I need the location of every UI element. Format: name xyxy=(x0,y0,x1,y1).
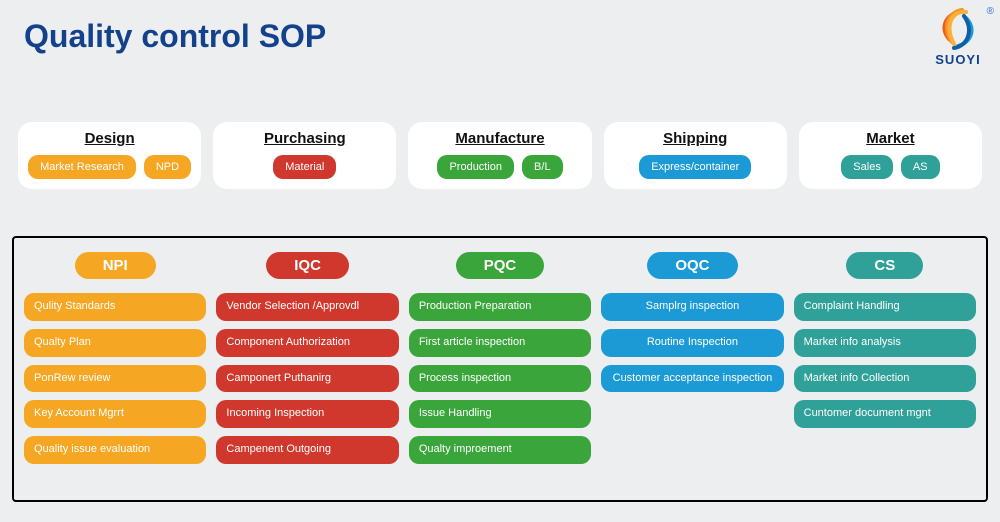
qc-item: Key Account Mgrrt xyxy=(24,400,206,428)
qc-item: Quality issue evaluation xyxy=(24,436,206,464)
stage-pill: Market Research xyxy=(28,155,136,179)
stage-pill-row: Sales AS xyxy=(841,155,939,179)
stage-pill-row: Production B/L xyxy=(437,155,562,179)
qc-item: Process inspection xyxy=(409,365,591,393)
qc-item: Samplrg inspection xyxy=(601,293,783,321)
qc-item: Qualty Plan xyxy=(24,329,206,357)
qc-item: Qualty improement xyxy=(409,436,591,464)
qc-item: Complaint Handling xyxy=(794,293,976,321)
stage-title: Shipping xyxy=(663,130,727,147)
stage-pill: Sales xyxy=(841,155,893,179)
stage-pill-row: Material xyxy=(273,155,336,179)
stage-pill: Express/container xyxy=(639,155,751,179)
stage-row: Design Market Research NPD Purchasing Materi… xyxy=(18,122,982,189)
qc-item: First article inspection xyxy=(409,329,591,357)
qc-item: Market info Collection xyxy=(794,365,976,393)
stage-card: Purchasing Material xyxy=(213,122,396,189)
stage-pill: NPD xyxy=(144,155,191,179)
logo-swirl-icon: ® xyxy=(934,8,982,50)
stage-pill-row: Market Research NPD xyxy=(28,155,191,179)
qc-item: Vendor Selection /Approvdl xyxy=(216,293,398,321)
stage-pill: AS xyxy=(901,155,940,179)
stage-card: Manufacture Production B/L xyxy=(408,122,591,189)
qc-item: Issue Handling xyxy=(409,400,591,428)
qc-column: PQC Production Preparation First article i… xyxy=(409,252,591,490)
brand-logo: ® SUOYI xyxy=(934,8,982,67)
stage-title: Market xyxy=(866,130,914,147)
qc-column-head: IQC xyxy=(266,252,349,279)
qc-item: Customer acceptance inspection xyxy=(601,365,783,393)
qc-item: Camponert Puthanirg xyxy=(216,365,398,393)
qc-item: Component Authorization xyxy=(216,329,398,357)
qc-column-head: OQC xyxy=(647,252,737,279)
qc-column-head: PQC xyxy=(456,252,545,279)
stage-card: Design Market Research NPD xyxy=(18,122,201,189)
qc-column: IQC Vendor Selection /Approvdl Component A… xyxy=(216,252,398,490)
stage-pill-row: Express/container xyxy=(639,155,751,179)
qc-item: Market info analysis xyxy=(794,329,976,357)
qc-column: CS Complaint Handling Market info analysis… xyxy=(794,252,976,490)
stage-title: Manufacture xyxy=(455,130,544,147)
stage-pill: Material xyxy=(273,155,336,179)
stage-pill: Production xyxy=(437,155,514,179)
qc-item: Production Preparation xyxy=(409,293,591,321)
stage-title: Purchasing xyxy=(264,130,346,147)
qc-item: Cuntomer document mgnt xyxy=(794,400,976,428)
qc-item: Campenent Outgoing xyxy=(216,436,398,464)
logo-text: SUOYI xyxy=(934,52,982,67)
qc-column: OQC Samplrg inspection Routine Inspection C… xyxy=(601,252,783,490)
page-title: Quality control SOP xyxy=(24,18,326,55)
qc-column: NPI Qulity Standards Qualty Plan PonRew rev… xyxy=(24,252,206,490)
qc-item: Qulity Standards xyxy=(24,293,206,321)
qc-item: Incoming Inspection xyxy=(216,400,398,428)
qc-item: Routine Inspection xyxy=(601,329,783,357)
qc-column-head: CS xyxy=(846,252,923,279)
registered-mark: ® xyxy=(987,6,994,17)
stage-title: Design xyxy=(85,130,135,147)
stage-pill: B/L xyxy=(522,155,563,179)
qc-column-head: NPI xyxy=(75,252,156,279)
stage-card: Shipping Express/container xyxy=(604,122,787,189)
qc-item: PonRew review xyxy=(24,365,206,393)
stage-card: Market Sales AS xyxy=(799,122,982,189)
qc-box: NPI Qulity Standards Qualty Plan PonRew rev… xyxy=(12,236,988,502)
